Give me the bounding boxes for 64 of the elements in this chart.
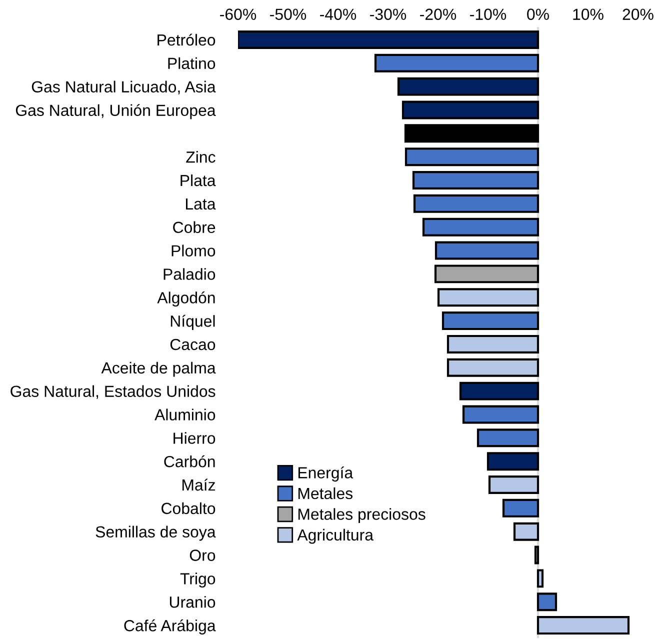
x-tick-label: 10% (573, 8, 604, 20)
y-tick-label: Hierro (174, 432, 216, 444)
y-tick-label: Carbón (164, 455, 215, 468)
bar (238, 30, 540, 49)
bar (536, 616, 630, 635)
bar (404, 124, 540, 143)
y-tick-label: Cobre (173, 221, 216, 234)
x-tick-label: -30% (370, 8, 406, 20)
bar (536, 592, 558, 612)
bar (422, 218, 540, 236)
x-tick-label: -40% (320, 8, 356, 20)
y-tick-label: Zinc (186, 151, 216, 163)
y-tick-label: Plomo (172, 244, 216, 256)
bar (446, 334, 540, 354)
y-tick-label: Plata (180, 174, 216, 186)
bar (404, 148, 540, 166)
y-tick-label: Platino (168, 57, 216, 70)
y-tick-label: Aceite de palma (101, 362, 216, 377)
bar (413, 194, 540, 213)
bar (402, 100, 540, 120)
bar (476, 428, 540, 448)
bar (412, 171, 540, 190)
y-tick-label: Oro (190, 550, 216, 561)
y-tick-label: Cobalto (162, 502, 216, 514)
bar (502, 498, 540, 518)
y-tick-label: Paladio (164, 268, 216, 280)
bar (437, 288, 540, 307)
legend-label: Energía (298, 466, 354, 482)
y-tick-label: Níquel (170, 314, 215, 330)
y-tick-label: Algodón (157, 291, 215, 307)
y-tick-label: Gas Natural Licuado, Asia (32, 80, 216, 94)
y-tick-label: Petróleo (158, 34, 216, 46)
y-tick-label: Café Arábiga (124, 619, 216, 634)
x-tick-label: 0% (527, 8, 549, 20)
bar (536, 569, 544, 588)
y-tick-label: Gas Natural, Unión Europea (16, 104, 216, 120)
legend-label: Metales preciosos (298, 508, 426, 524)
legend-label: Agricultura (297, 528, 374, 544)
x-tick-label: -50% (270, 8, 306, 20)
x-tick-label: 20% (622, 8, 654, 20)
bar (442, 312, 540, 330)
y-tick-label: Cacao (170, 338, 216, 350)
x-tick-label: -60% (220, 8, 256, 20)
bar (434, 241, 540, 260)
y-tick-label: Maíz (182, 478, 215, 491)
bar (397, 77, 540, 96)
bar (534, 546, 540, 564)
x-tick-label: -10% (470, 8, 506, 20)
legend-label: Metales (298, 487, 352, 500)
y-tick-label: Semillas de soya (96, 526, 216, 541)
bar (513, 522, 540, 541)
y-tick-label: Aluminio (154, 408, 216, 420)
y-tick-label: Gas Natural, Estados Unidos (10, 385, 216, 399)
y-tick-label: Lata (186, 198, 216, 210)
bar (434, 264, 540, 284)
x-tick-label: -20% (420, 8, 456, 20)
bar (486, 452, 540, 471)
bar (446, 358, 540, 377)
y-tick-label: Trigo (180, 572, 216, 588)
bar (462, 405, 540, 424)
y-tick-label: Uranio (170, 596, 216, 608)
bar (374, 54, 540, 72)
bar (488, 476, 540, 494)
bar (459, 382, 540, 400)
